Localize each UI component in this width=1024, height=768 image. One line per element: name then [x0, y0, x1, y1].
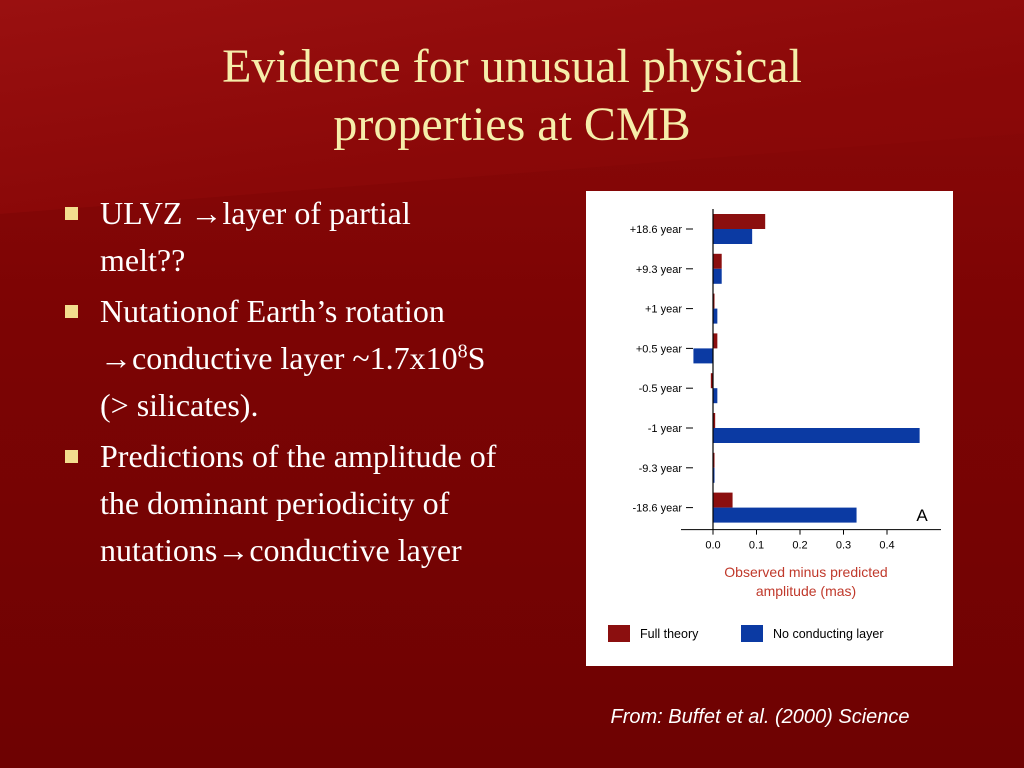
- x-axis-title: Observed minus predicted amplitude (mas): [724, 564, 887, 599]
- bar-no-conducting-layer: [713, 428, 920, 443]
- square-bullet-icon: [65, 305, 78, 318]
- legend-label: No conducting layer: [773, 627, 883, 641]
- title-line-2: properties at CMB: [333, 98, 691, 151]
- category-label: -0.5 year: [639, 383, 683, 395]
- category-label: +0.5 year: [636, 343, 683, 355]
- square-bullet-icon: [65, 450, 78, 463]
- category-label: +18.6 year: [630, 224, 683, 236]
- x-tick-label: 0.3: [836, 540, 851, 552]
- legend-label: Full theory: [640, 627, 699, 641]
- bullet-text: Nutationof Earth’s rotation →conductive …: [100, 293, 458, 376]
- bullet-item-predictions: Predictions of the amplitude of the domi…: [62, 433, 502, 574]
- x-tick-label: 0.1: [749, 540, 764, 552]
- category-label: -18.6 year: [632, 503, 682, 515]
- nutation-chart-figure: +18.6 year +9.3 year +1 year +0.5 year -0.5 …: [586, 191, 953, 666]
- bar-no-conducting-layer: [713, 467, 715, 483]
- bar-full-theory: [713, 333, 718, 349]
- bar-full-theory: [713, 214, 766, 229]
- bar-full-theory: [713, 492, 733, 508]
- legend-swatch-no-conducting-layer: [741, 625, 763, 642]
- exponent: 8: [457, 340, 468, 363]
- category-label: +9.3 year: [636, 264, 683, 276]
- bar-full-theory: [710, 373, 713, 389]
- bullet-text-tail: S (> silicates).: [100, 340, 486, 423]
- category-label: +1 year: [645, 304, 682, 316]
- bar-no-conducting-layer: [693, 348, 713, 364]
- bullet-item-ulvz: ULVZ →layer of partial melt??: [62, 190, 502, 284]
- bar-no-conducting-layer: [713, 268, 722, 284]
- bullet-text: ULVZ →layer of partial melt??: [100, 195, 411, 278]
- bullet-list: ULVZ →layer of partial melt?? Nutationof…: [62, 190, 502, 578]
- bar-full-theory: [713, 413, 716, 428]
- x-tick-label: 0.2: [792, 540, 807, 552]
- panel-label: A: [916, 506, 928, 525]
- title-line-1: Evidence for unusual physical: [222, 40, 802, 93]
- bar-no-conducting-layer: [713, 229, 753, 244]
- bullet-text: Predictions of the amplitude of the domi…: [100, 438, 497, 568]
- source-credit: From: Buffet et al. (2000) Science: [610, 706, 910, 728]
- x-tick-label: 0.0: [705, 540, 720, 552]
- category-label: -9.3 year: [639, 463, 683, 475]
- square-bullet-icon: [65, 207, 78, 220]
- bar-full-theory: [713, 293, 715, 309]
- bar-full-theory: [713, 452, 715, 468]
- bar-full-theory: [713, 253, 722, 269]
- slide-title: Evidence for unusual physical properties…: [0, 38, 1024, 154]
- category-label: -1 year: [648, 423, 683, 435]
- bar-no-conducting-layer: [713, 507, 857, 523]
- x-tick-label: 0.4: [879, 540, 894, 552]
- bar-no-conducting-layer: [713, 388, 718, 404]
- legend-swatch-full-theory: [608, 625, 630, 642]
- nutation-chart: +18.6 year +9.3 year +1 year +0.5 year -0.5 …: [608, 209, 941, 642]
- bullet-item-nutation: Nutationof Earth’s rotation →conductive …: [62, 288, 502, 429]
- bar-no-conducting-layer: [713, 308, 718, 324]
